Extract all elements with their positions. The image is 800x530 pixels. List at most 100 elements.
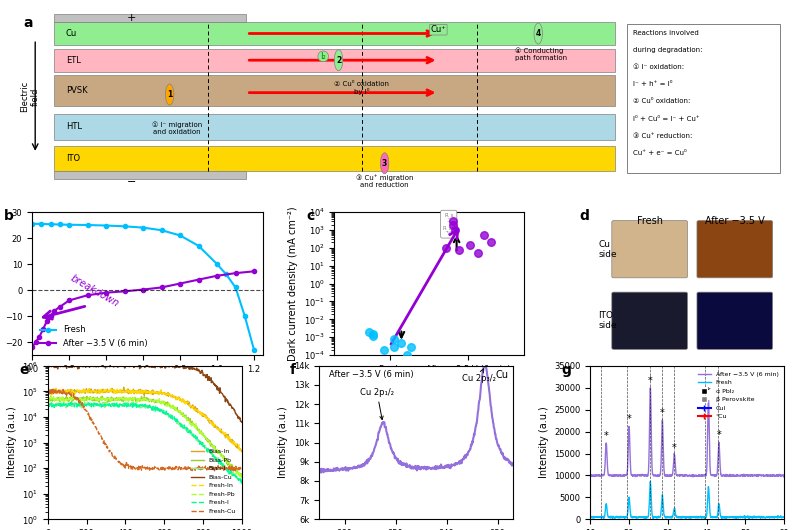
Bias-I: [137, 404, 146, 411]
Point: [401, 351, 414, 359]
Bar: [54, 113, 615, 140]
Line: Fresh: Fresh: [30, 222, 256, 352]
Fresh-I: [237, 480, 246, 487]
Fresh-Cu: [234, 468, 244, 474]
Text: Reactions involved: Reactions involved: [633, 30, 698, 36]
Bias-In: [137, 389, 146, 395]
Fresh-I: [131, 399, 141, 405]
Text: c: c: [306, 209, 314, 223]
Bias-Pb: [98, 393, 107, 399]
Bias-I: [159, 408, 169, 414]
Fresh-In: [159, 391, 169, 397]
After −3.5 V (6 min): [606, 472, 615, 478]
Fresh: [606, 515, 615, 521]
Bias-In: [233, 445, 242, 451]
Bias-In: [135, 386, 145, 393]
Fresh-Cu: [137, 467, 146, 473]
Point: [378, 346, 390, 354]
Text: a: a: [24, 16, 33, 30]
Fresh-I: [43, 402, 53, 409]
After −3.5 V (6 min): [740, 473, 750, 480]
After −3.5 V (6 min): [175, 280, 185, 287]
Fresh-I: [202, 448, 212, 455]
Fresh: [230, 284, 240, 290]
Fresh-Pb: [159, 398, 169, 404]
Bias-I: [237, 480, 246, 487]
Text: Cu
side: Cu side: [598, 240, 617, 259]
Fresh-In: [237, 447, 246, 454]
Text: g: g: [562, 363, 571, 377]
Fresh: [82, 222, 92, 228]
Bar: [626, 24, 780, 173]
Bias-Cu: [137, 361, 146, 367]
After −3.5 V (6 min): [27, 344, 37, 350]
Point: [367, 332, 380, 340]
Point: [388, 342, 401, 351]
Bias-In: [237, 448, 246, 455]
Text: Cu⁺: Cu⁺: [430, 25, 446, 34]
Fresh-I: [137, 403, 146, 409]
Text: −: −: [126, 178, 136, 187]
Bias-Pb: [202, 435, 212, 441]
X-axis label: Voltage (V): Voltage (V): [121, 379, 174, 390]
Bias-Cu: [202, 372, 212, 378]
Fresh: [46, 221, 55, 227]
Fresh-I: [159, 407, 169, 413]
Bias-I: [202, 447, 212, 454]
Text: 3: 3: [382, 159, 387, 167]
Bias-Cu: [45, 360, 54, 367]
Fresh-Pb: [202, 436, 212, 443]
After −3.5 V (6 min): [671, 468, 681, 474]
Fresh-Pb: [148, 398, 158, 404]
Text: After −3.5 V: After −3.5 V: [705, 216, 765, 226]
After −3.5 V (6 min): [138, 286, 148, 293]
Point: [367, 330, 380, 338]
Fresh: [719, 514, 729, 520]
Fresh: [240, 313, 250, 319]
Point: [453, 245, 466, 254]
Line: Bias-Pb: Bias-Pb: [48, 396, 242, 477]
Line: Fresh-Cu: Fresh-Cu: [48, 389, 242, 471]
Text: ETL: ETL: [66, 56, 81, 65]
Fresh: [138, 224, 148, 231]
Bias-Cu: [237, 419, 246, 426]
Text: +: +: [126, 13, 136, 23]
Point: [449, 226, 462, 234]
After −3.5 V (6 min): [664, 472, 674, 479]
Text: d: d: [580, 209, 590, 223]
Line: Bias-In: Bias-In: [48, 387, 242, 452]
Bias-Cu: [148, 364, 158, 370]
Bias-Pb: [233, 469, 242, 475]
Circle shape: [334, 50, 342, 70]
After −3.5 V (6 min): [50, 308, 59, 314]
Text: 4: 4: [536, 29, 541, 38]
Bias-I: [82, 399, 92, 405]
Bias-Cu: [135, 363, 145, 369]
After −3.5 V (6 min): [586, 472, 595, 479]
After −3.5 V (6 min): [42, 318, 52, 324]
Bar: [54, 22, 615, 45]
After −3.5 V (6 min): [646, 385, 655, 391]
Bias-Pb: [135, 398, 145, 404]
Text: Cu 2p₁/₂: Cu 2p₁/₂: [360, 387, 394, 420]
Fresh: [64, 222, 74, 228]
Text: *: *: [706, 387, 711, 397]
Point: [362, 328, 375, 336]
After −3.5 V (6 min): [34, 334, 44, 340]
Text: Cu: Cu: [66, 29, 77, 38]
Fresh: [586, 514, 595, 520]
Circle shape: [166, 84, 174, 105]
Point: [447, 220, 460, 229]
Bias-Cu: [43, 363, 53, 369]
Text: ① I⁻ oxidation:: ① I⁻ oxidation:: [633, 64, 684, 70]
Fresh: [212, 261, 222, 267]
Text: *: *: [648, 376, 653, 386]
Text: ② Cu⁰ oxidation
by I⁰: ② Cu⁰ oxidation by I⁰: [334, 81, 389, 95]
Text: HTL: HTL: [66, 122, 82, 131]
Point: [478, 231, 490, 240]
Text: Cu: Cu: [496, 370, 509, 381]
Y-axis label: Intensity (a.u.): Intensity (a.u.): [538, 407, 549, 479]
After −3.5 V (6 min): [102, 289, 111, 296]
After −3.5 V (6 min): [46, 313, 55, 319]
Point: [472, 249, 485, 258]
